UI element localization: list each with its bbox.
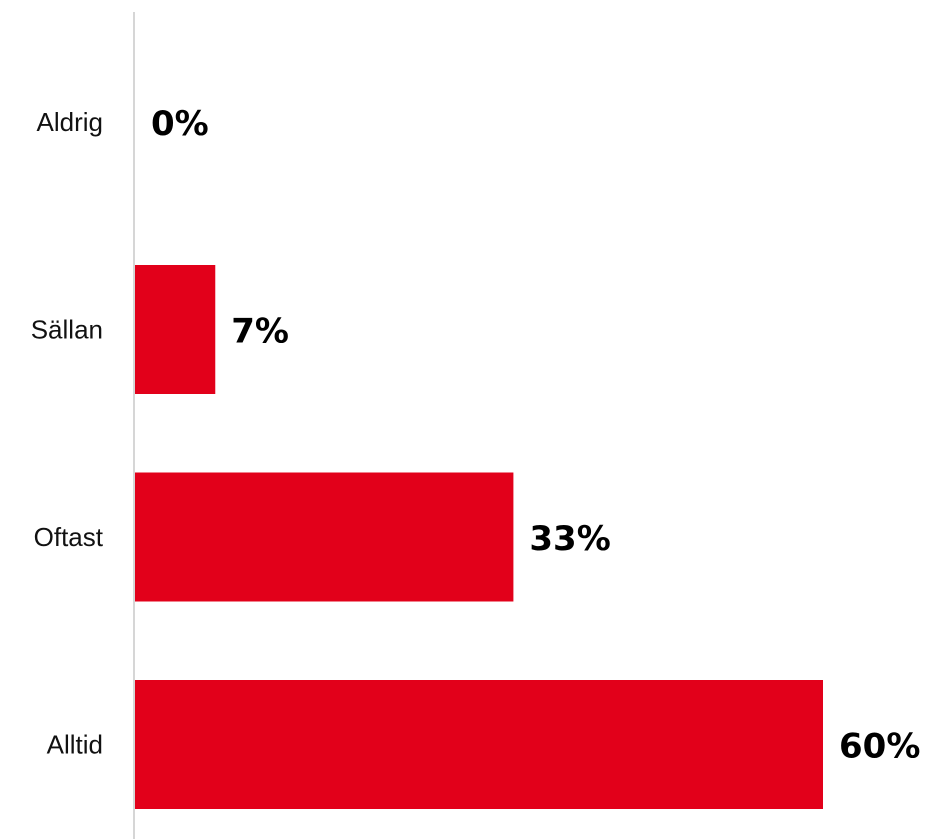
category-label: Aldrig bbox=[37, 107, 103, 137]
data-label: 33% bbox=[529, 519, 610, 559]
category-label: Sällan bbox=[31, 315, 103, 345]
bar bbox=[135, 265, 216, 394]
data-label: 0% bbox=[151, 104, 209, 144]
data-label: 60% bbox=[839, 727, 920, 767]
bar bbox=[135, 680, 823, 809]
data-label: 7% bbox=[231, 312, 289, 352]
bar bbox=[135, 472, 514, 602]
category-label: Oftast bbox=[34, 522, 104, 552]
category-label: Alltid bbox=[47, 730, 103, 760]
